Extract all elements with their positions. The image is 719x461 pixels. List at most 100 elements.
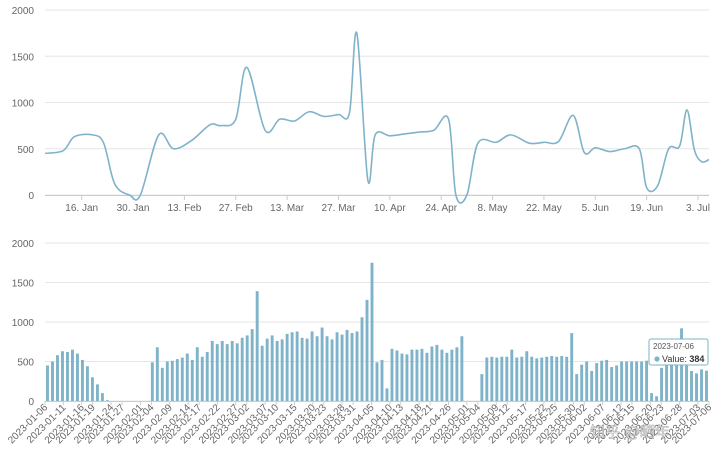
bar (160, 367, 164, 401)
bar (150, 362, 154, 401)
bar (645, 360, 649, 401)
tooltip-value: 384 (689, 354, 704, 364)
bar (590, 370, 594, 401)
y-tick-label: 1500 (12, 279, 35, 290)
bar (515, 357, 519, 401)
tooltip-label: Value: 384 (662, 354, 704, 364)
bar (295, 331, 299, 401)
bar (280, 339, 284, 401)
bar (80, 359, 84, 401)
bar (615, 365, 619, 401)
bar (540, 357, 544, 401)
bar (175, 359, 179, 401)
bar (395, 350, 399, 401)
bar (630, 361, 634, 401)
bar (620, 361, 624, 401)
bar (185, 353, 189, 401)
y-tick-label: 2000 (12, 239, 35, 250)
bar (670, 353, 674, 401)
bar (385, 388, 389, 401)
bar (240, 337, 244, 401)
y-tick-label: 1000 (12, 99, 35, 110)
bar (76, 353, 79, 401)
bar (245, 335, 249, 401)
bar (430, 346, 434, 401)
x-tick-label: 24. Apr (425, 203, 457, 214)
bar (700, 369, 703, 401)
bar (345, 329, 349, 401)
bar (215, 344, 219, 401)
bar (625, 361, 629, 401)
bar (605, 359, 609, 401)
bar (495, 357, 499, 401)
bar (265, 338, 269, 401)
bar (400, 353, 404, 401)
bar (335, 332, 339, 401)
line-chart: 0 500 1000 1500 2000 16. Jan 30. Jan 13. Feb 27.… (12, 6, 710, 214)
bar (205, 352, 209, 401)
bar (360, 317, 364, 401)
x-tick-label: 13. Feb (167, 203, 201, 214)
x-tick-label: 8. May (478, 203, 508, 214)
bar (46, 365, 49, 401)
bar (685, 361, 688, 401)
bar (595, 363, 599, 401)
bar (365, 299, 369, 401)
bar (275, 340, 279, 401)
bar (575, 374, 579, 401)
bar (460, 336, 464, 401)
bar (320, 327, 324, 401)
x-tick-label: 30. Jan (117, 203, 150, 214)
bar (180, 357, 184, 401)
bar (580, 364, 584, 401)
bar (85, 366, 89, 401)
x-tick-label: 19. Jun (630, 203, 663, 214)
bar (325, 336, 329, 401)
tooltip-marker-icon (654, 356, 660, 362)
bar (100, 393, 104, 401)
bar (300, 337, 304, 401)
bar (415, 349, 419, 401)
bar (480, 374, 484, 401)
bar (340, 334, 344, 401)
y-tick-label: 500 (17, 358, 34, 369)
x-tick-label: 16. Jan (65, 203, 98, 214)
tooltip-value-label: Value: (662, 354, 687, 364)
bar (315, 336, 319, 401)
x-tick-label: 5. Jun (582, 203, 609, 214)
y-tick-label: 0 (28, 191, 34, 202)
bar (565, 356, 569, 401)
bar-chart: 05001000150020002023-01-062023-01-112023… (6, 239, 714, 446)
bar (675, 345, 678, 401)
bar (51, 361, 54, 401)
bar (535, 358, 539, 401)
bar (375, 362, 379, 401)
bar (410, 349, 414, 401)
series-line (44, 31, 710, 204)
tooltip-date: 2023-07-06 (653, 342, 694, 351)
bar (90, 377, 94, 401)
y-tick-label: 2000 (12, 6, 35, 17)
bar (380, 359, 384, 401)
bar (490, 356, 494, 401)
bar (585, 361, 589, 401)
bar (305, 338, 309, 401)
bar (545, 356, 549, 401)
x-tick-label: 27. Mar (322, 203, 357, 214)
bar (660, 367, 664, 401)
bar (235, 343, 239, 401)
bar (290, 332, 294, 401)
bar (285, 333, 289, 401)
bar (105, 400, 109, 401)
bar (220, 340, 224, 401)
bar (435, 344, 439, 401)
tooltip: 2023-07-06 Value: 384 (648, 338, 709, 366)
y-tick-label: 1000 (12, 318, 35, 329)
bar (635, 361, 639, 401)
x-tick-label: 10. Apr (374, 203, 406, 214)
bar (510, 349, 514, 401)
y-tick-label: 1500 (12, 52, 35, 63)
bar (71, 349, 74, 401)
bar (255, 291, 259, 401)
